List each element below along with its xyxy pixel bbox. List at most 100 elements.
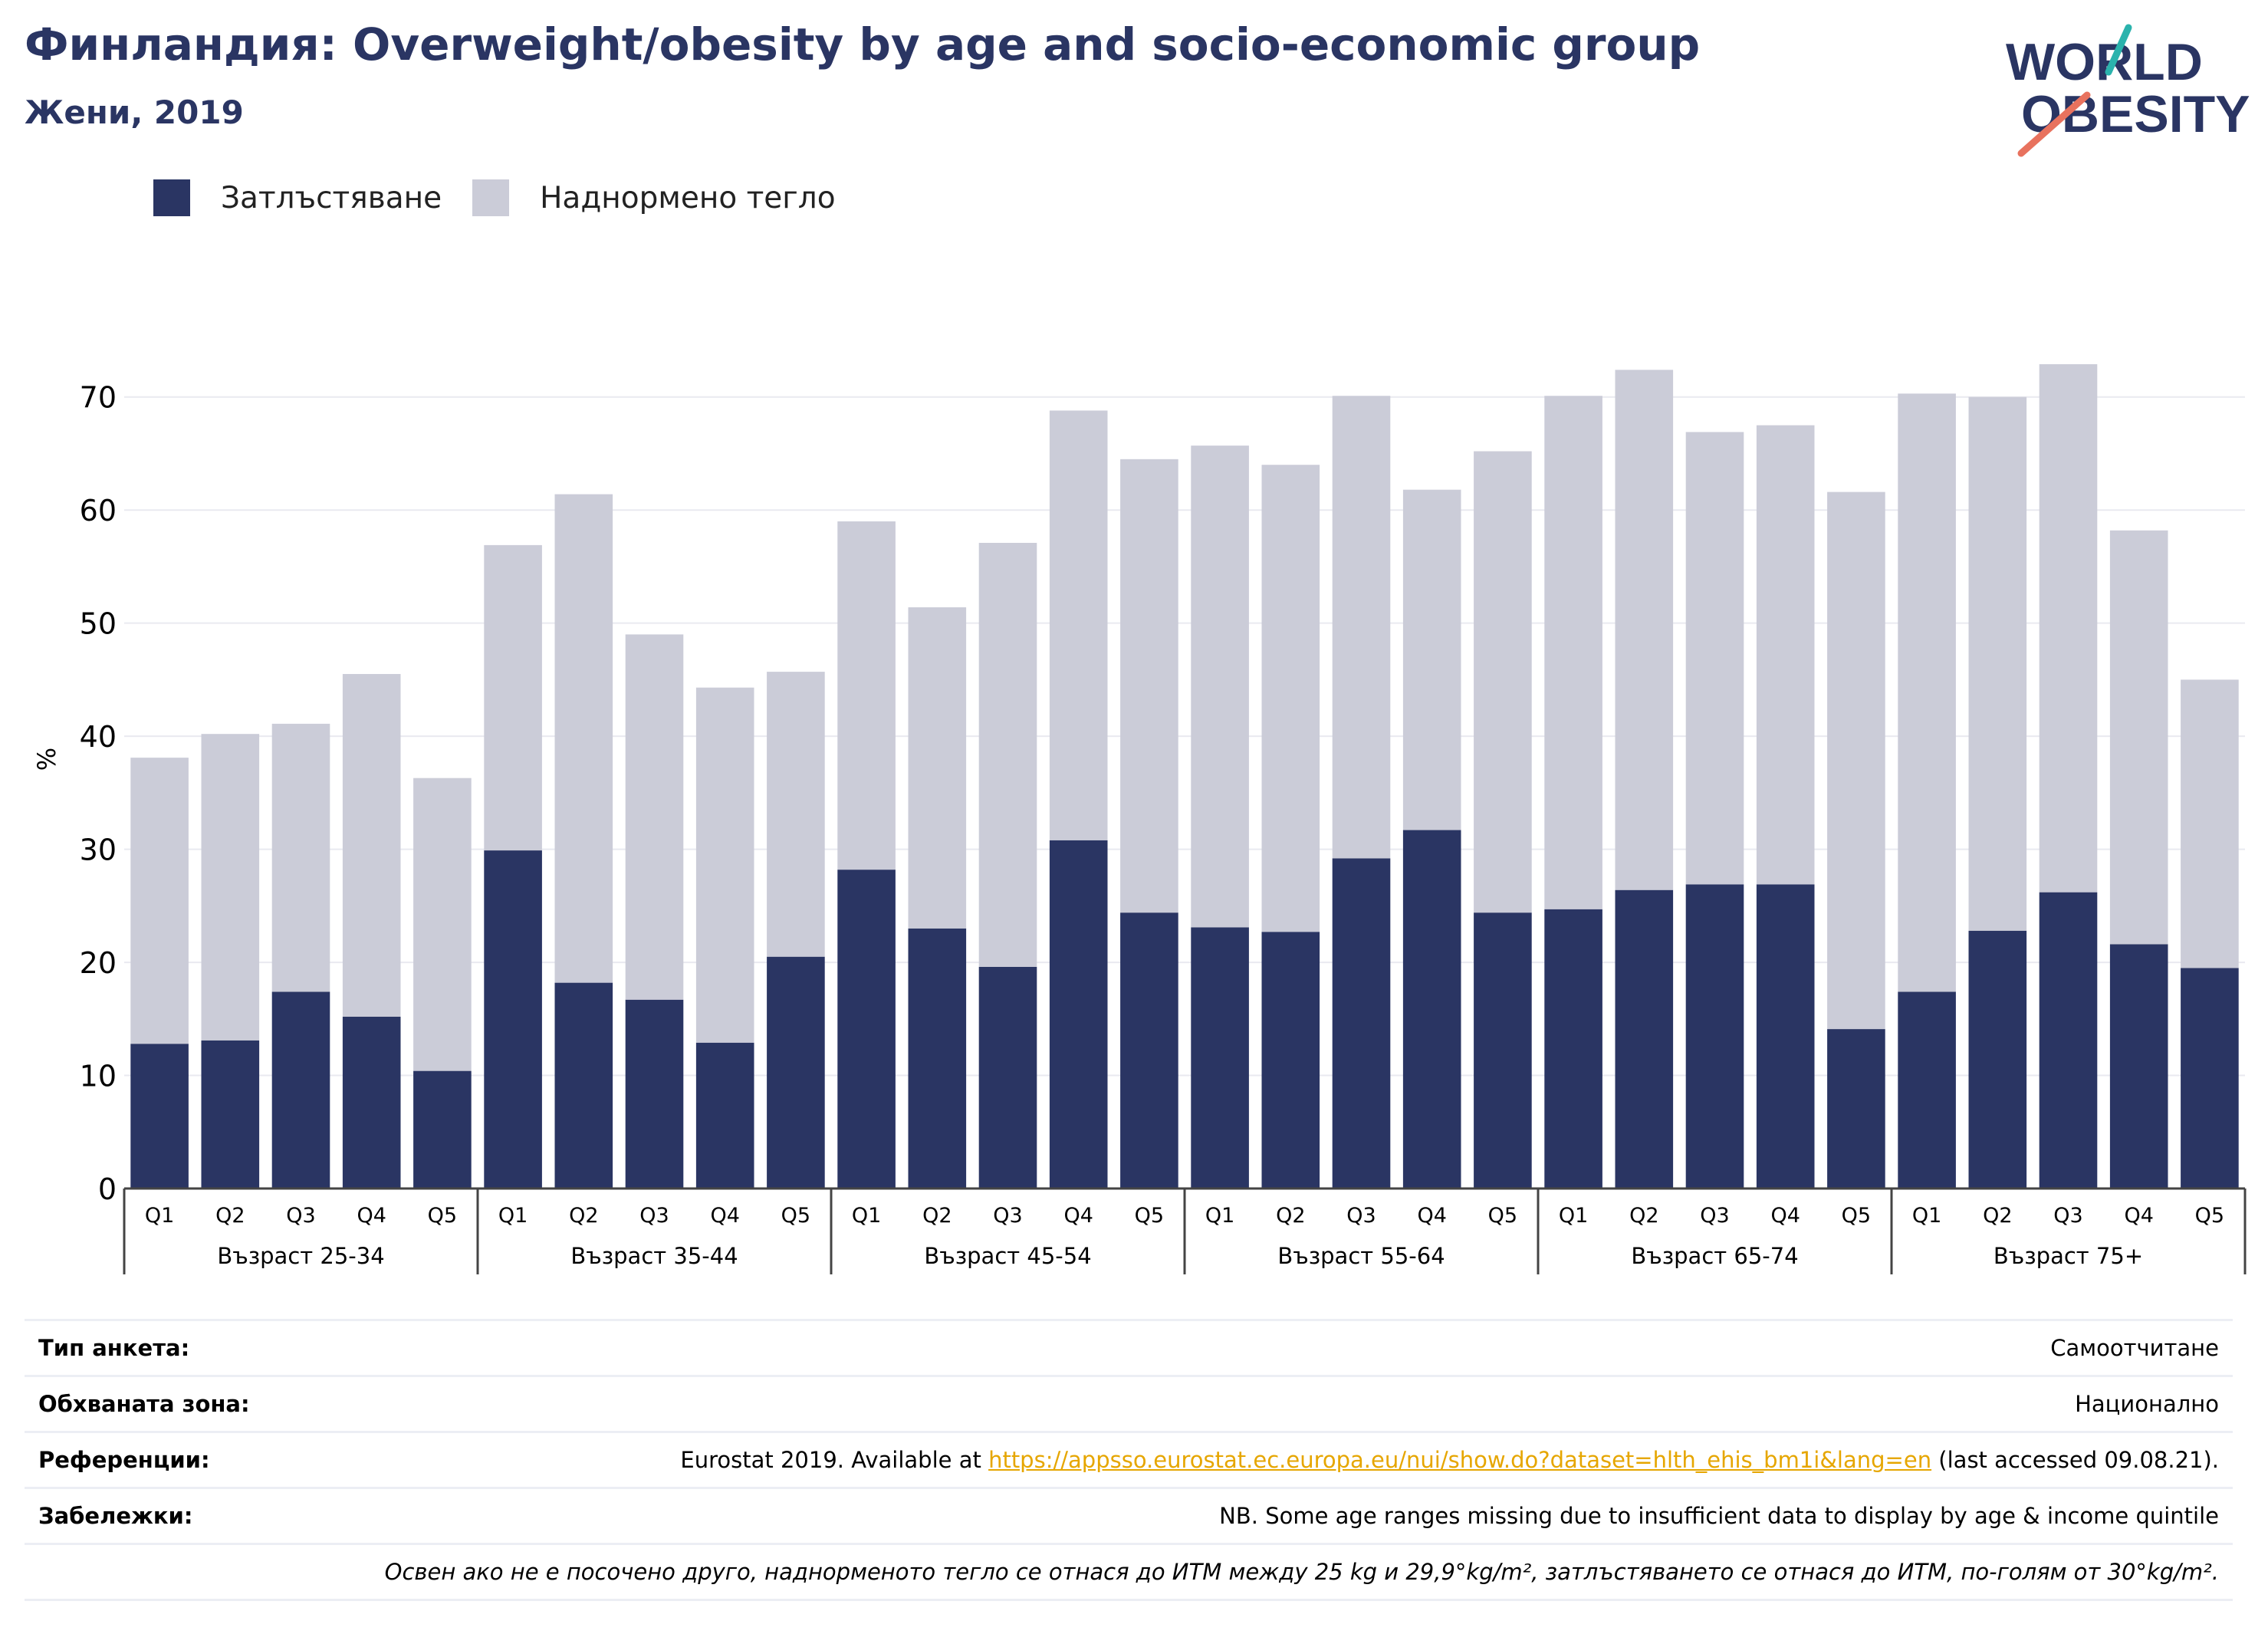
bar-overweight-g4-q4 bbox=[1402, 489, 1461, 830]
x-tick-label-g6-q4: Q4 bbox=[2124, 1204, 2153, 1228]
x-tick-label-g3-q2: Q2 bbox=[922, 1204, 952, 1228]
x-tick-label-g2-q2: Q2 bbox=[569, 1204, 598, 1228]
x-tick-label-g1-q2: Q2 bbox=[215, 1204, 245, 1228]
x-tick-label-g5-q4: Q4 bbox=[1770, 1204, 1800, 1228]
x-tick-label-g1-q1: Q1 bbox=[145, 1204, 174, 1228]
bar-overweight-g4-q1 bbox=[1191, 445, 1249, 928]
x-tick-label-g4-q2: Q2 bbox=[1276, 1204, 1305, 1228]
y-tick-label-70: 70 bbox=[80, 381, 117, 415]
x-tick-label-g5-q5: Q5 bbox=[1842, 1204, 1871, 1228]
y-tick-label-20: 20 bbox=[80, 946, 117, 980]
bar-obesity-g1-q3 bbox=[271, 991, 330, 1189]
y-tick-label-30: 30 bbox=[80, 833, 117, 867]
legend-swatch-obesity bbox=[153, 179, 190, 216]
references-suffix: (last accessed 09.08.21). bbox=[1931, 1447, 2219, 1473]
bar-obesity-g6-q2 bbox=[1968, 930, 2027, 1189]
bar-overweight-g1-q4 bbox=[342, 674, 401, 1017]
x-tick-label-g2-q5: Q5 bbox=[781, 1204, 810, 1228]
bar-overweight-g6-q3 bbox=[2039, 363, 2098, 893]
info-row-references: Референции: Eurostat 2019. Available at … bbox=[25, 1431, 2233, 1487]
x-tick-label-g5-q3: Q3 bbox=[1700, 1204, 1729, 1228]
bar-obesity-g3-q3 bbox=[978, 966, 1037, 1189]
chart-title: Финландия: Overweight/obesity by age and… bbox=[25, 18, 1701, 71]
x-tick-label-g3-q5: Q5 bbox=[1135, 1204, 1164, 1228]
x-tick-label-g3-q1: Q1 bbox=[852, 1204, 881, 1228]
x-tick-label-g6-q1: Q1 bbox=[1912, 1204, 1941, 1228]
x-tick-label-g4-q5: Q5 bbox=[1488, 1204, 1517, 1228]
x-tick-label-g6-q3: Q3 bbox=[2053, 1204, 2082, 1228]
bar-overweight-g6-q5 bbox=[2181, 679, 2239, 968]
info-row-notes: Забележки: NB. Some age ranges missing d… bbox=[25, 1487, 2233, 1543]
bar-obesity-g1-q2 bbox=[201, 1040, 260, 1189]
bar-overweight-g1-q5 bbox=[413, 778, 472, 1071]
bar-overweight-g5-q5 bbox=[1827, 492, 1885, 1030]
bar-overweight-g1-q1 bbox=[130, 758, 189, 1044]
bar-overweight-g6-q4 bbox=[2109, 530, 2168, 945]
bar-obesity-g4-q4 bbox=[1402, 830, 1461, 1189]
chart-subtitle: Жени, 2019 bbox=[25, 94, 244, 131]
x-tick-label-g3-q3: Q3 bbox=[993, 1204, 1022, 1228]
x-tick-label-g2-q3: Q3 bbox=[639, 1204, 669, 1228]
bar-obesity-g4-q2 bbox=[1261, 932, 1320, 1189]
x-tick-label-g3-q4: Q4 bbox=[1063, 1204, 1093, 1228]
bar-obesity-g5-q2 bbox=[1615, 889, 1674, 1189]
bar-obesity-g6-q3 bbox=[2039, 892, 2098, 1189]
bar-obesity-g5-q3 bbox=[1685, 884, 1744, 1189]
y-tick-label-0: 0 bbox=[98, 1172, 117, 1206]
bar-overweight-g4-q5 bbox=[1474, 451, 1532, 913]
references-prefix: Eurostat 2019. Available at bbox=[680, 1447, 989, 1473]
references-link[interactable]: https://appsso.eurostat.ec.europa.eu/nui… bbox=[988, 1447, 1932, 1473]
logo-word-world: WORLD bbox=[2006, 33, 2203, 91]
bar-obesity-g3-q2 bbox=[908, 928, 967, 1189]
bar-overweight-g2-q5 bbox=[767, 672, 825, 957]
bar-obesity-g4-q5 bbox=[1474, 912, 1532, 1189]
logo-slash-coral bbox=[2017, 91, 2091, 157]
bar-obesity-g3-q5 bbox=[1120, 912, 1178, 1189]
y-axis-label: % bbox=[32, 748, 61, 771]
bar-obesity-g2-q1 bbox=[484, 850, 542, 1189]
logo-slash-teal bbox=[2105, 24, 2132, 76]
y-tick-label-50: 50 bbox=[80, 607, 117, 641]
bar-obesity-g1-q4 bbox=[342, 1016, 401, 1189]
notes-label: Забележки: bbox=[38, 1503, 193, 1529]
info-row-survey: Тип анкета: Самоотчитане bbox=[25, 1319, 2233, 1375]
x-tick-label-g1-q5: Q5 bbox=[428, 1204, 457, 1228]
bar-overweight-g6-q1 bbox=[1898, 393, 1956, 992]
chart-legend: Затлъстяване Наднормено тегло bbox=[153, 175, 866, 221]
x-tick-label-g1-q4: Q4 bbox=[357, 1204, 386, 1228]
x-tick-label-g4-q1: Q1 bbox=[1205, 1204, 1234, 1228]
bar-overweight-g3-q1 bbox=[837, 521, 896, 870]
legend-item-obesity[interactable]: Затлъстяване bbox=[153, 179, 442, 216]
bar-overweight-g2-q2 bbox=[554, 494, 613, 983]
legend-item-overweight[interactable]: Наднормено тегло bbox=[472, 179, 836, 216]
bar-obesity-g1-q5 bbox=[413, 1070, 472, 1189]
bar-overweight-g2-q3 bbox=[625, 634, 684, 1000]
group-label-6: Възраст 75+ bbox=[1994, 1243, 2143, 1269]
bar-overweight-g2-q1 bbox=[484, 544, 542, 851]
bar-overweight-g3-q5 bbox=[1120, 459, 1178, 913]
coverage-area-label: Обхваната зона: bbox=[38, 1391, 250, 1417]
bar-overweight-g4-q2 bbox=[1261, 465, 1320, 932]
bar-overweight-g1-q2 bbox=[201, 734, 260, 1041]
bar-obesity-g3-q1 bbox=[837, 870, 896, 1189]
bar-obesity-g5-q1 bbox=[1544, 909, 1602, 1189]
group-label-1: Възраст 25-34 bbox=[217, 1243, 384, 1269]
legend-label-overweight: Наднормено тегло bbox=[540, 180, 836, 215]
x-tick-label-g6-q2: Q2 bbox=[1983, 1204, 2012, 1228]
bar-overweight-g1-q3 bbox=[271, 723, 330, 992]
bar-overweight-g3-q4 bbox=[1049, 410, 1108, 840]
bar-obesity-g4-q1 bbox=[1191, 927, 1249, 1189]
stacked-bar-chart: 0 10 20 30 40 50 60 70% Q1 Q2 Q3 Q4 Q5 Q1 Q2 Q3 Q4 Q5 Q1 Q2… bbox=[32, 363, 2247, 1274]
y-tick-label-40: 40 bbox=[80, 720, 117, 754]
bar-overweight-g6-q2 bbox=[1968, 396, 2027, 931]
coverage-area-value: Национално bbox=[2075, 1391, 2219, 1417]
bmi-definition-note: Освен ако не е посочено друго, наднормен… bbox=[384, 1559, 2219, 1585]
bar-overweight-g5-q4 bbox=[1756, 425, 1815, 885]
info-row-area: Обхваната зона: Национално bbox=[25, 1375, 2233, 1431]
survey-type-value: Самоотчитане bbox=[2050, 1335, 2219, 1361]
references-label: Референции: bbox=[38, 1447, 210, 1473]
group-label-4: Възраст 55-64 bbox=[1277, 1243, 1445, 1269]
bar-obesity-g4-q3 bbox=[1332, 858, 1391, 1189]
bar-obesity-g6-q1 bbox=[1898, 991, 1956, 1189]
bar-obesity-g2-q3 bbox=[625, 999, 684, 1189]
